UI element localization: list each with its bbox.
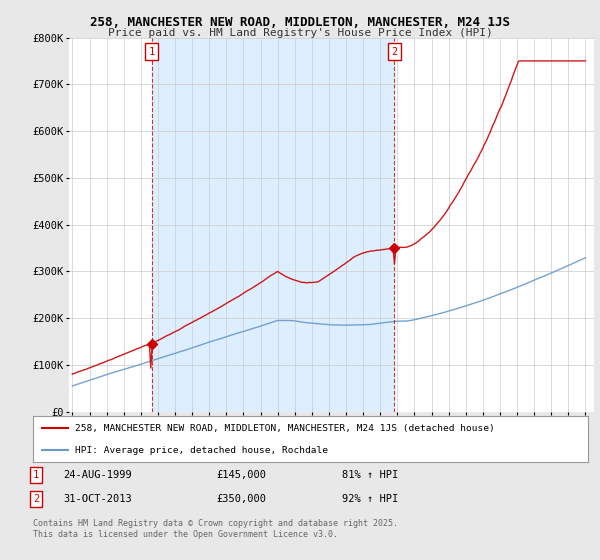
Text: 2: 2 [33,494,39,504]
Text: Price paid vs. HM Land Registry's House Price Index (HPI): Price paid vs. HM Land Registry's House … [107,28,493,38]
Text: 24-AUG-1999: 24-AUG-1999 [63,470,132,480]
Text: HPI: Average price, detached house, Rochdale: HPI: Average price, detached house, Roch… [74,446,328,455]
Text: 31-OCT-2013: 31-OCT-2013 [63,494,132,504]
Text: 81% ↑ HPI: 81% ↑ HPI [342,470,398,480]
Text: 92% ↑ HPI: 92% ↑ HPI [342,494,398,504]
Text: £350,000: £350,000 [216,494,266,504]
Text: 2: 2 [391,46,398,57]
Text: 258, MANCHESTER NEW ROAD, MIDDLETON, MANCHESTER, M24 1JS: 258, MANCHESTER NEW ROAD, MIDDLETON, MAN… [90,16,510,29]
Text: £145,000: £145,000 [216,470,266,480]
Bar [152,38,394,412]
Text: 258, MANCHESTER NEW ROAD, MIDDLETON, MANCHESTER, M24 1JS (detached house): 258, MANCHESTER NEW ROAD, MIDDLETON, MAN… [74,423,494,432]
Text: 1: 1 [148,46,155,57]
Text: 1: 1 [33,470,39,480]
Text: Contains HM Land Registry data © Crown copyright and database right 2025.
This d: Contains HM Land Registry data © Crown c… [33,519,398,539]
